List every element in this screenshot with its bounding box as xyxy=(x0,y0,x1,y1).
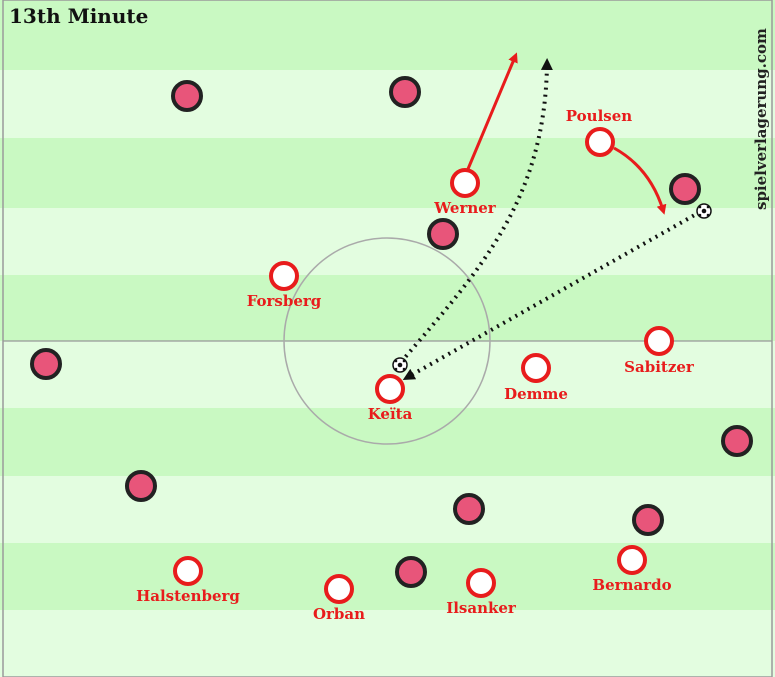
opponent-player xyxy=(389,76,421,108)
ball-icon xyxy=(392,357,408,373)
player-ilsanker xyxy=(466,568,496,598)
opponent-player xyxy=(632,504,664,536)
label-sabitzer: Sabitzer xyxy=(624,358,695,376)
poulsen-run-arrow xyxy=(613,146,667,215)
label-orban: Orban xyxy=(313,605,365,623)
player-keita xyxy=(375,374,405,404)
opponent-player xyxy=(721,425,753,457)
player-halstenberg xyxy=(173,556,203,586)
player-werner xyxy=(450,168,480,198)
opponent-players xyxy=(30,76,753,588)
player-poulsen xyxy=(585,127,615,157)
diagram-title: 13th Minute xyxy=(9,4,148,28)
opponent-player xyxy=(171,80,203,112)
opponent-player xyxy=(669,173,701,205)
team-players xyxy=(173,127,674,604)
label-forsberg: Forsberg xyxy=(247,292,322,310)
center-circle xyxy=(283,237,491,445)
watermark: spielverlagerung.com xyxy=(752,28,770,210)
player-demme xyxy=(521,353,551,383)
player-sabitzer xyxy=(644,326,674,356)
ball-icon xyxy=(696,203,712,219)
player-orban xyxy=(324,574,354,604)
label-demme: Demme xyxy=(504,385,568,403)
werner-run-arrow xyxy=(466,52,518,170)
opponent-player xyxy=(453,493,485,525)
opponent-player xyxy=(125,470,157,502)
opponent-player xyxy=(427,218,459,250)
label-halstenberg: Halstenberg xyxy=(136,587,240,605)
label-poulsen: Poulsen xyxy=(566,107,632,125)
player-bernardo xyxy=(617,545,647,575)
opponent-player xyxy=(395,556,427,588)
player-forsberg xyxy=(269,261,299,291)
label-ilsanker: Ilsanker xyxy=(446,599,517,617)
opponent-player xyxy=(30,348,62,380)
label-keita: Keïta xyxy=(368,405,413,423)
label-bernardo: Bernardo xyxy=(592,576,671,594)
label-werner: Werner xyxy=(433,199,497,217)
